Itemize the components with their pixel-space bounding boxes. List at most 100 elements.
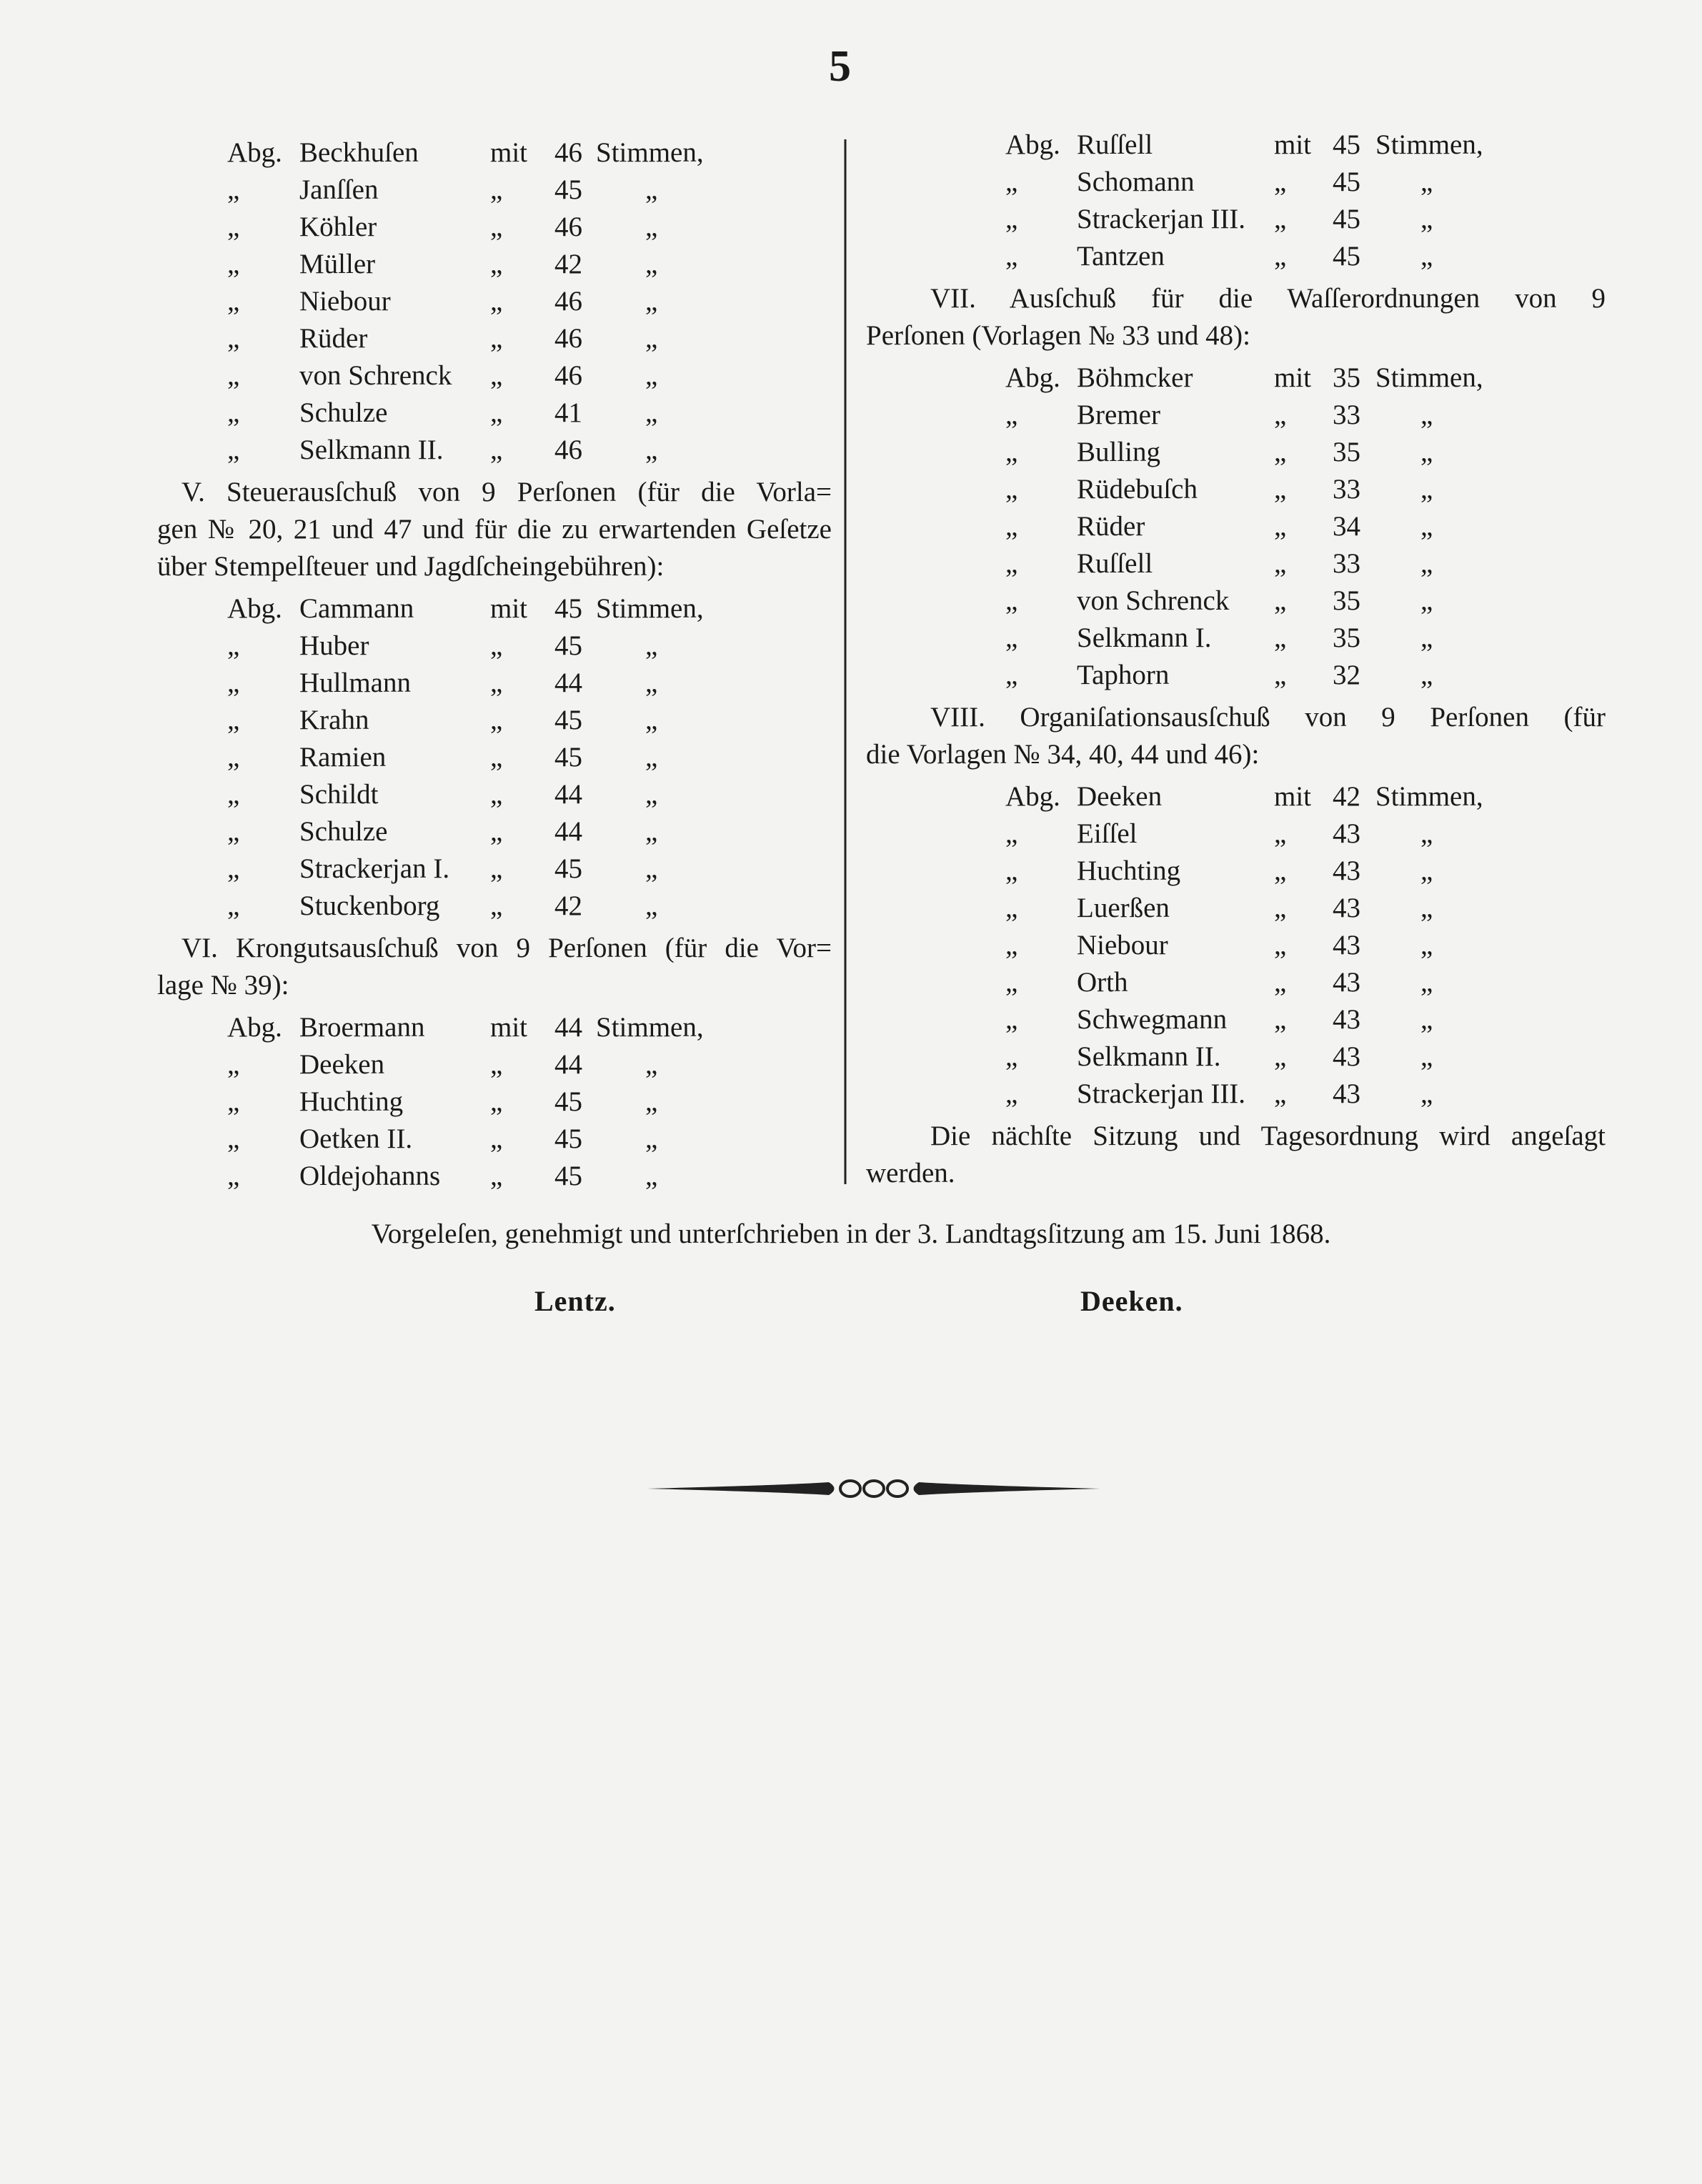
row-prefix: „ (227, 1161, 240, 1191)
vote-count: 45 (554, 174, 582, 205)
row-mit: „ (1274, 1004, 1287, 1035)
row-prefix: „ (227, 435, 240, 465)
member-name: Schomann (1077, 167, 1195, 197)
vote-count: 43 (1333, 1041, 1360, 1072)
row-prefix: „ (227, 1049, 240, 1080)
row-mit: „ (1274, 167, 1287, 197)
row-mit: „ (490, 286, 503, 317)
row-unit: „ (1420, 399, 1433, 430)
row-unit: Stimmen, (596, 1012, 704, 1043)
vote-count: 35 (1333, 362, 1360, 393)
paragraph-line: werden. (866, 1158, 955, 1188)
vote-count: 45 (554, 1086, 582, 1117)
row-prefix: „ (227, 705, 240, 735)
row-prefix: Abg. (227, 1012, 282, 1043)
row-mit: mit (490, 137, 528, 168)
member-name: Oetken II. (299, 1123, 413, 1154)
row-unit: „ (645, 360, 658, 391)
row-mit: mit (490, 593, 528, 624)
row-unit: „ (1420, 241, 1433, 272)
signature: Deeken. (1080, 1285, 1183, 1317)
vote-count: 45 (554, 705, 582, 735)
row-unit: „ (1420, 893, 1433, 923)
signature: Lentz. (534, 1285, 616, 1317)
vote-count: 35 (1333, 437, 1360, 467)
vote-count: 45 (1333, 129, 1360, 160)
vote-count: 46 (554, 212, 582, 242)
row-unit: Stimmen, (1375, 129, 1483, 160)
row-mit: „ (490, 779, 503, 810)
member-name: Huchting (1077, 855, 1181, 886)
row-prefix: „ (1005, 511, 1018, 542)
row-prefix: „ (1005, 818, 1018, 849)
row-prefix: „ (227, 323, 240, 354)
row-unit: „ (1420, 930, 1433, 961)
vote-count: 33 (1333, 474, 1360, 505)
vote-count: 43 (1333, 893, 1360, 923)
row-unit: Stimmen, (596, 593, 704, 624)
row-prefix: „ (1005, 622, 1018, 653)
row-mit: „ (1274, 893, 1287, 923)
row-prefix: „ (227, 630, 240, 661)
row-prefix: „ (1005, 1041, 1018, 1072)
paragraph-line: Die nächſte Sitzung und Tagesordnung wir… (930, 1121, 1606, 1151)
row-mit: „ (490, 816, 503, 847)
row-mit: „ (1274, 622, 1287, 653)
vote-count: 43 (1333, 855, 1360, 886)
vote-count: 45 (554, 630, 582, 661)
vote-count: 45 (554, 593, 582, 624)
member-name: Cammann (299, 593, 414, 624)
paragraph-line: VIII. Organiſationsausſchuß von 9 Perſon… (930, 702, 1606, 733)
row-unit: „ (645, 853, 658, 884)
vote-count: 46 (554, 323, 582, 354)
row-prefix: „ (1005, 930, 1018, 961)
vote-count: 45 (554, 1161, 582, 1191)
paragraph-line: Perſonen (Vorlagen № 33 und 48): (866, 320, 1250, 351)
vote-count: 44 (554, 816, 582, 847)
vote-count: 45 (1333, 204, 1360, 234)
row-prefix: „ (1005, 660, 1018, 690)
row-prefix: „ (1005, 548, 1018, 579)
vote-count: 41 (554, 397, 582, 428)
row-unit: „ (1420, 660, 1433, 690)
paragraph-line: VII. Ausſchuß für die Waſſerordnungen vo… (930, 283, 1606, 314)
row-unit: „ (645, 286, 658, 317)
row-prefix: „ (1005, 399, 1018, 430)
row-unit: „ (645, 212, 658, 242)
row-unit: „ (1420, 585, 1433, 616)
row-unit: „ (645, 1123, 658, 1154)
row-unit: „ (1420, 437, 1433, 467)
row-mit: „ (490, 742, 503, 773)
row-mit: „ (490, 397, 503, 428)
row-mit: „ (1274, 818, 1287, 849)
member-name: Böhmcker (1077, 362, 1193, 393)
vote-count: 45 (554, 1123, 582, 1154)
member-name: Schwegmann (1077, 1004, 1228, 1035)
row-prefix: Abg. (227, 137, 282, 168)
member-name: Deeken (299, 1049, 385, 1080)
row-mit: „ (490, 323, 503, 354)
row-unit: „ (1420, 1041, 1433, 1072)
row-mit: „ (1274, 1041, 1287, 1072)
footer-note: Vorgeleſen, genehmigt und unterſchrieben… (371, 1218, 1331, 1249)
member-name: Müller (299, 249, 376, 279)
member-name: Bulling (1077, 437, 1161, 467)
row-prefix: Abg. (227, 593, 282, 624)
row-unit: „ (645, 705, 658, 735)
row-unit: „ (1420, 204, 1433, 234)
row-prefix: „ (1005, 474, 1018, 505)
row-mit: „ (1274, 437, 1287, 467)
row-prefix: „ (227, 174, 240, 205)
row-mit: „ (490, 890, 503, 921)
row-mit: „ (490, 1049, 503, 1080)
vote-count: 43 (1333, 967, 1360, 998)
row-unit: „ (1420, 511, 1433, 542)
row-unit: „ (645, 1049, 658, 1080)
row-unit: Stimmen, (1375, 781, 1483, 812)
row-mit: mit (1274, 781, 1312, 812)
row-prefix: „ (1005, 437, 1018, 467)
vote-count: 32 (1333, 660, 1360, 690)
row-unit: „ (1420, 967, 1433, 998)
member-name: Taphorn (1077, 660, 1170, 690)
